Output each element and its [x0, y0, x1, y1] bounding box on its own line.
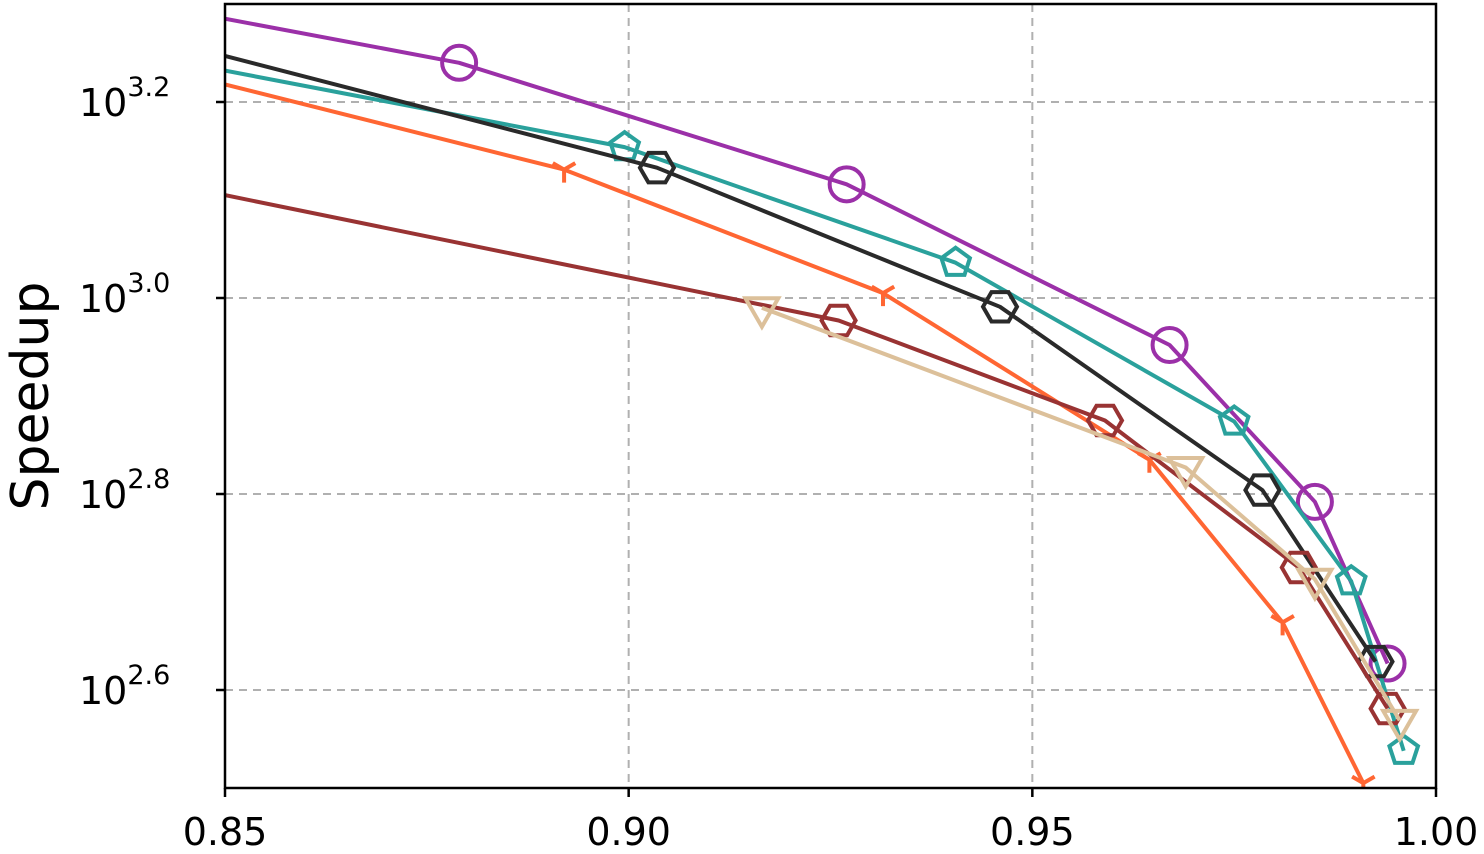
data-point [1295, 482, 1334, 521]
series-line [225, 16, 1390, 665]
series-line [761, 305, 1402, 722]
y-tick-base: 10 [79, 277, 127, 321]
data-point [827, 165, 866, 204]
y-tick-label: 103.0 [79, 268, 170, 321]
data-point [1368, 691, 1407, 726]
y-tick-label: 103.2 [79, 72, 170, 125]
data-point [1243, 473, 1282, 507]
series-line [225, 193, 1390, 710]
y-axis-label: Speedup [1, 282, 61, 511]
data-point [637, 150, 677, 185]
data-point [1270, 614, 1295, 636]
series-line [225, 68, 1406, 752]
y-tick-base: 10 [79, 669, 127, 713]
series-0 [225, 16, 1407, 683]
data-point [1387, 733, 1421, 765]
data-point [819, 303, 858, 338]
x-tick-label: 1.00 [1394, 810, 1479, 854]
y-tick-label: 102.8 [79, 464, 170, 517]
x-tick-label: 0.90 [586, 810, 671, 854]
grid [216, 4, 1438, 797]
data-point [1085, 403, 1125, 438]
data-point [741, 296, 782, 331]
data-point [1150, 326, 1189, 365]
y-tick-base: 10 [79, 473, 127, 517]
data-point [1217, 404, 1251, 436]
y-tick-exponent: 2.8 [127, 464, 170, 495]
series-line [225, 82, 1366, 784]
x-tick-label: 0.95 [990, 810, 1075, 854]
data-point [1368, 644, 1407, 683]
data-point [551, 161, 577, 183]
series-2 [225, 53, 1395, 679]
data-point [870, 284, 896, 307]
data-point [939, 245, 973, 277]
data-point [440, 43, 479, 82]
data-point [1294, 567, 1335, 603]
series-4 [225, 193, 1407, 726]
x-tick-label: 0.85 [183, 810, 268, 854]
y-tick-exponent: 3.0 [127, 268, 170, 299]
series-5 [741, 296, 1420, 744]
data-point [1334, 563, 1368, 596]
series-line [225, 53, 1378, 663]
plot-frame [223, 2, 1438, 790]
series-3 [225, 82, 1376, 788]
data-point [980, 290, 1020, 324]
y-tick-base: 10 [79, 81, 127, 125]
series-group [225, 16, 1421, 788]
data-point [1379, 708, 1420, 744]
data-point [1165, 456, 1206, 491]
y-tick-exponent: 2.6 [127, 660, 170, 691]
y-tick-exponent: 3.2 [127, 72, 170, 103]
y-tick-label: 102.6 [79, 660, 170, 713]
data-point [1351, 774, 1376, 788]
